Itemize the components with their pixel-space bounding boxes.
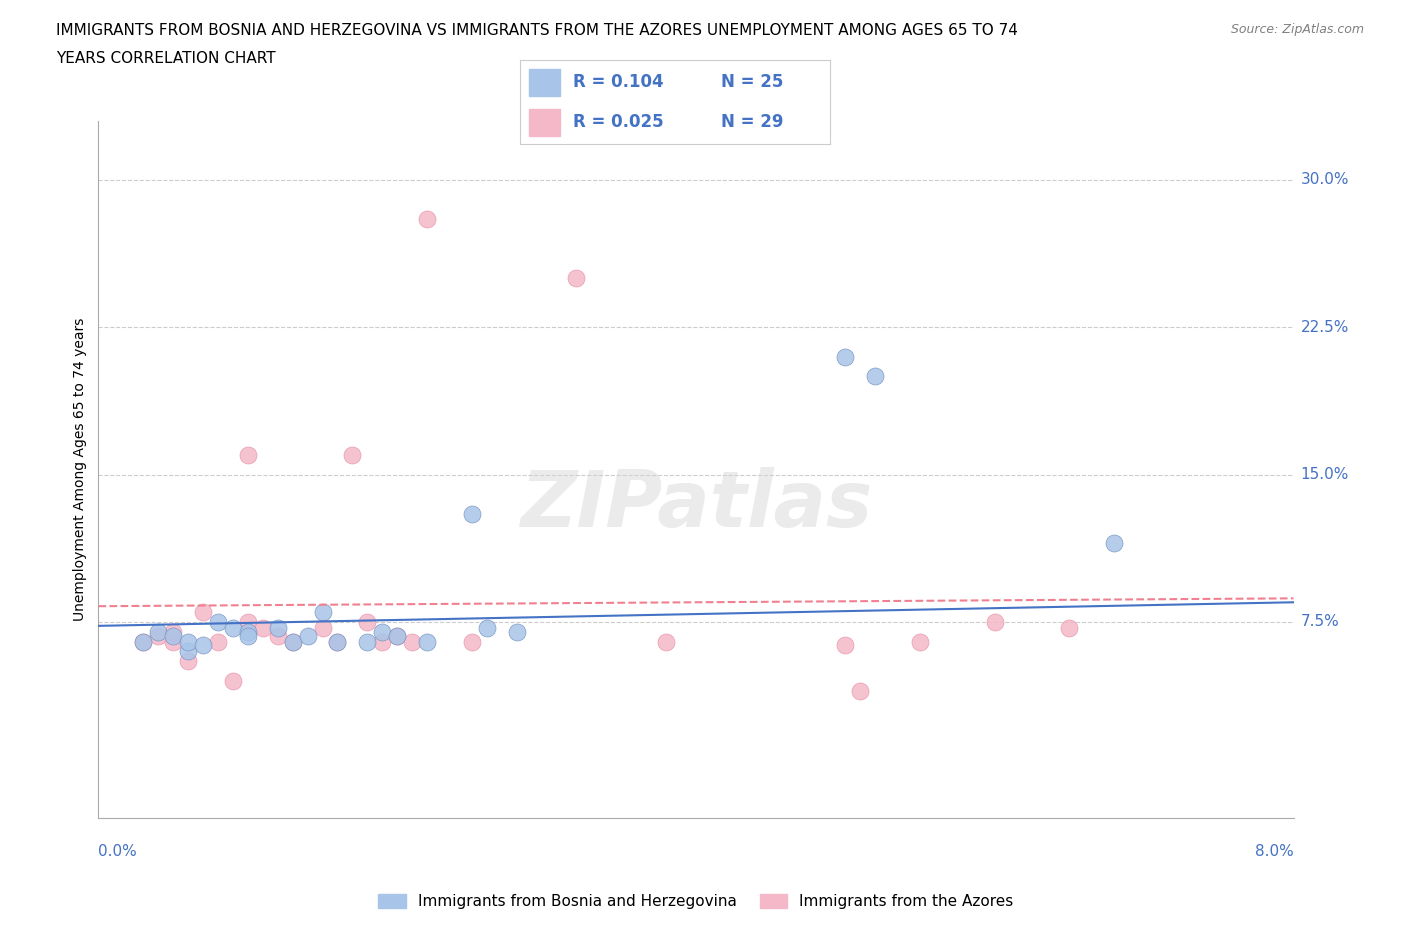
Text: R = 0.025: R = 0.025 bbox=[572, 113, 664, 131]
Bar bbox=[530, 109, 561, 136]
Point bbox=[356, 615, 378, 630]
Point bbox=[236, 447, 259, 462]
Point bbox=[267, 629, 290, 644]
Text: IMMIGRANTS FROM BOSNIA AND HERZEGOVINA VS IMMIGRANTS FROM THE AZORES UNEMPLOYMEN: IMMIGRANTS FROM BOSNIA AND HERZEGOVINA V… bbox=[56, 23, 1018, 38]
Point bbox=[834, 350, 856, 365]
Text: 30.0%: 30.0% bbox=[1301, 172, 1348, 187]
Text: 15.0%: 15.0% bbox=[1301, 467, 1348, 482]
Point bbox=[162, 624, 184, 639]
Point bbox=[281, 634, 304, 649]
Text: 22.5%: 22.5% bbox=[1301, 320, 1348, 335]
Point bbox=[983, 615, 1005, 630]
Point bbox=[236, 615, 259, 630]
Point bbox=[1059, 620, 1081, 635]
Point bbox=[267, 620, 290, 635]
Text: N = 29: N = 29 bbox=[721, 113, 783, 131]
Point bbox=[401, 634, 423, 649]
Point bbox=[506, 624, 529, 639]
Text: 8.0%: 8.0% bbox=[1254, 844, 1294, 859]
Point bbox=[371, 624, 394, 639]
Point bbox=[655, 634, 678, 649]
Point bbox=[475, 620, 498, 635]
Point bbox=[148, 624, 170, 639]
Text: N = 25: N = 25 bbox=[721, 73, 783, 91]
Point bbox=[311, 620, 333, 635]
Point bbox=[461, 507, 484, 522]
Point bbox=[908, 634, 931, 649]
Point bbox=[177, 634, 200, 649]
Point bbox=[342, 447, 364, 462]
Point bbox=[132, 634, 155, 649]
Point bbox=[371, 634, 394, 649]
Y-axis label: Unemployment Among Ages 65 to 74 years: Unemployment Among Ages 65 to 74 years bbox=[73, 318, 87, 621]
Point bbox=[311, 604, 333, 619]
Point bbox=[236, 624, 259, 639]
Point bbox=[191, 638, 214, 653]
Point bbox=[148, 629, 170, 644]
Point bbox=[162, 634, 184, 649]
Text: R = 0.104: R = 0.104 bbox=[572, 73, 664, 91]
Point bbox=[385, 629, 409, 644]
Point bbox=[863, 369, 886, 384]
Point bbox=[416, 212, 439, 227]
Point bbox=[326, 634, 349, 649]
Point bbox=[297, 629, 319, 644]
Point bbox=[281, 634, 304, 649]
Text: 0.0%: 0.0% bbox=[98, 844, 138, 859]
Point bbox=[132, 634, 155, 649]
Point bbox=[222, 620, 245, 635]
Point bbox=[356, 634, 378, 649]
Legend: Immigrants from Bosnia and Herzegovina, Immigrants from the Azores: Immigrants from Bosnia and Herzegovina, … bbox=[373, 888, 1019, 915]
Point bbox=[207, 615, 229, 630]
Point bbox=[849, 684, 872, 698]
Point bbox=[177, 644, 200, 658]
Point bbox=[222, 673, 245, 688]
Text: 7.5%: 7.5% bbox=[1301, 615, 1340, 630]
Text: ZIPatlas: ZIPatlas bbox=[520, 467, 872, 542]
Text: YEARS CORRELATION CHART: YEARS CORRELATION CHART bbox=[56, 51, 276, 66]
Point bbox=[834, 638, 856, 653]
Point bbox=[326, 634, 349, 649]
Bar bbox=[530, 69, 561, 96]
Point bbox=[207, 634, 229, 649]
Point bbox=[191, 604, 214, 619]
Point bbox=[416, 634, 439, 649]
Point bbox=[385, 629, 409, 644]
Point bbox=[461, 634, 484, 649]
Point bbox=[252, 620, 274, 635]
Point bbox=[1102, 536, 1125, 551]
Point bbox=[565, 271, 588, 286]
Point bbox=[177, 654, 200, 669]
Point bbox=[162, 629, 184, 644]
Point bbox=[236, 629, 259, 644]
Text: Source: ZipAtlas.com: Source: ZipAtlas.com bbox=[1230, 23, 1364, 36]
